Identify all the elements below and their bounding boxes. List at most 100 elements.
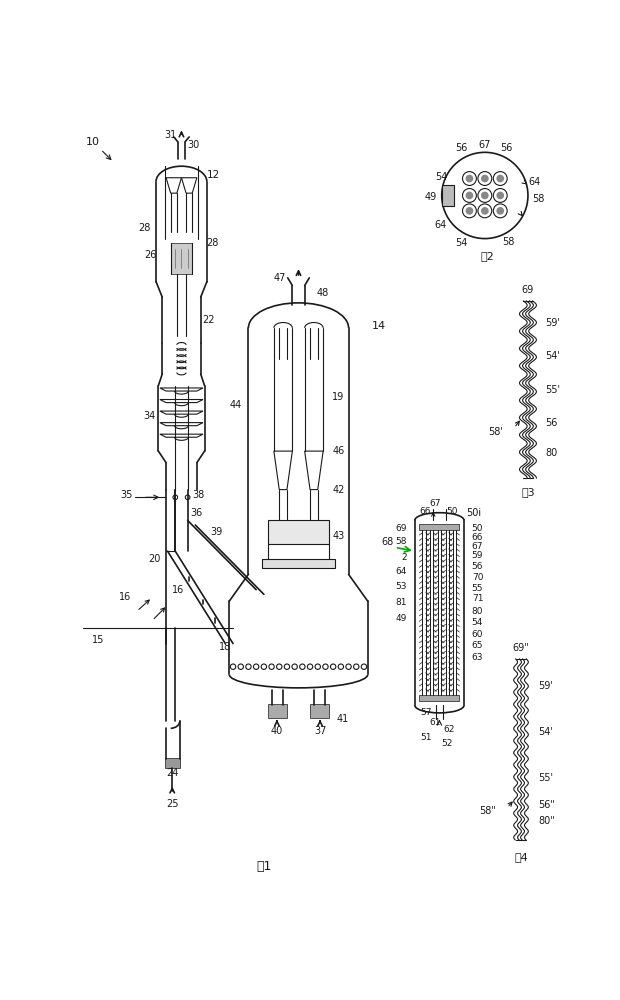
Text: 28: 28 [206, 238, 218, 248]
Text: 42: 42 [332, 485, 345, 495]
Text: 70: 70 [472, 573, 483, 582]
Text: 56: 56 [545, 418, 557, 428]
Text: 68: 68 [381, 537, 393, 547]
Text: 50i: 50i [466, 508, 482, 518]
Text: 54': 54' [545, 351, 560, 361]
Text: 41: 41 [337, 714, 349, 724]
Text: 35: 35 [120, 490, 132, 500]
Bar [419, 524, 459, 530]
Text: 66: 66 [472, 533, 483, 542]
Text: 58': 58' [489, 427, 503, 437]
Text: 58: 58 [533, 194, 545, 204]
Text: 59': 59' [538, 681, 553, 691]
Text: 71: 71 [472, 594, 483, 603]
Text: 60: 60 [472, 630, 483, 639]
Text: 62: 62 [443, 725, 454, 734]
Text: 24: 24 [166, 768, 179, 778]
Text: 16: 16 [172, 585, 184, 595]
Circle shape [497, 207, 504, 215]
Text: 64: 64 [396, 567, 407, 576]
Text: 54: 54 [456, 238, 468, 248]
Text: 53: 53 [396, 582, 407, 591]
Text: 59': 59' [545, 318, 560, 328]
Text: 55: 55 [472, 584, 483, 593]
Text: 43: 43 [332, 531, 345, 541]
Text: 30: 30 [188, 140, 200, 150]
Text: 63: 63 [472, 653, 483, 662]
Text: 图2: 图2 [480, 251, 494, 261]
Text: 80: 80 [545, 448, 557, 458]
Text: 16: 16 [119, 592, 131, 602]
Text: 56: 56 [472, 562, 483, 571]
Text: 2: 2 [401, 553, 407, 562]
Bar [164, 758, 180, 768]
Text: 19: 19 [332, 392, 345, 402]
Text: 58: 58 [502, 237, 514, 247]
Text: 48: 48 [317, 288, 329, 298]
Text: 28: 28 [138, 223, 151, 233]
Text: 14: 14 [372, 321, 386, 331]
Text: 49: 49 [396, 614, 407, 623]
Text: 64: 64 [529, 177, 541, 187]
Circle shape [466, 175, 473, 182]
Text: 69": 69" [513, 643, 529, 653]
Text: 56: 56 [500, 143, 513, 153]
Circle shape [497, 192, 504, 199]
Circle shape [481, 207, 489, 215]
Bar [419, 695, 459, 701]
Text: 44: 44 [229, 400, 241, 410]
Circle shape [481, 192, 489, 199]
Bar [262, 559, 335, 568]
Text: 38: 38 [192, 490, 205, 500]
Text: 67: 67 [430, 499, 441, 508]
Text: 26: 26 [144, 250, 157, 260]
Text: 56: 56 [456, 143, 468, 153]
Text: 55': 55' [545, 385, 560, 395]
Circle shape [466, 192, 473, 199]
Text: 69: 69 [522, 285, 534, 295]
Text: 54': 54' [538, 727, 553, 737]
Circle shape [497, 175, 504, 182]
Text: 34: 34 [143, 411, 155, 421]
Text: 50: 50 [472, 524, 483, 533]
Text: 67: 67 [479, 140, 491, 150]
Text: 40: 40 [271, 726, 283, 736]
Text: 图4: 图4 [514, 852, 528, 862]
Text: 37: 37 [314, 726, 326, 736]
Text: 81: 81 [396, 598, 407, 607]
Text: 49: 49 [425, 192, 437, 202]
Text: 图3: 图3 [521, 487, 535, 497]
Text: 18: 18 [219, 642, 231, 652]
Text: 69: 69 [396, 524, 407, 533]
Text: 55': 55' [538, 773, 553, 783]
Text: 61: 61 [430, 718, 441, 727]
Text: 46: 46 [332, 446, 345, 456]
Text: 47: 47 [273, 273, 285, 283]
Text: 25: 25 [166, 799, 179, 809]
Circle shape [466, 207, 473, 215]
Bar [268, 704, 287, 718]
Text: 64: 64 [434, 220, 446, 230]
Text: 65: 65 [472, 641, 483, 650]
Text: 66: 66 [420, 507, 432, 516]
Text: 50: 50 [446, 507, 458, 516]
Text: 12: 12 [207, 170, 221, 180]
Text: 图1: 图1 [256, 860, 272, 873]
Bar [441, 185, 454, 206]
Text: 52: 52 [441, 739, 453, 748]
Text: 31: 31 [164, 130, 177, 140]
Text: 67: 67 [472, 542, 483, 551]
Text: 58: 58 [396, 537, 407, 546]
Text: 51: 51 [420, 733, 432, 742]
Text: 58": 58" [479, 806, 497, 816]
Text: 80: 80 [472, 607, 483, 616]
Text: 22: 22 [202, 315, 215, 325]
Bar [170, 243, 192, 274]
Text: 15: 15 [92, 635, 105, 645]
Text: 36: 36 [191, 508, 203, 518]
Circle shape [481, 175, 489, 182]
Text: 39: 39 [210, 527, 222, 537]
Text: 56": 56" [538, 800, 555, 810]
Text: 54: 54 [435, 172, 448, 182]
Text: 59: 59 [472, 551, 483, 560]
